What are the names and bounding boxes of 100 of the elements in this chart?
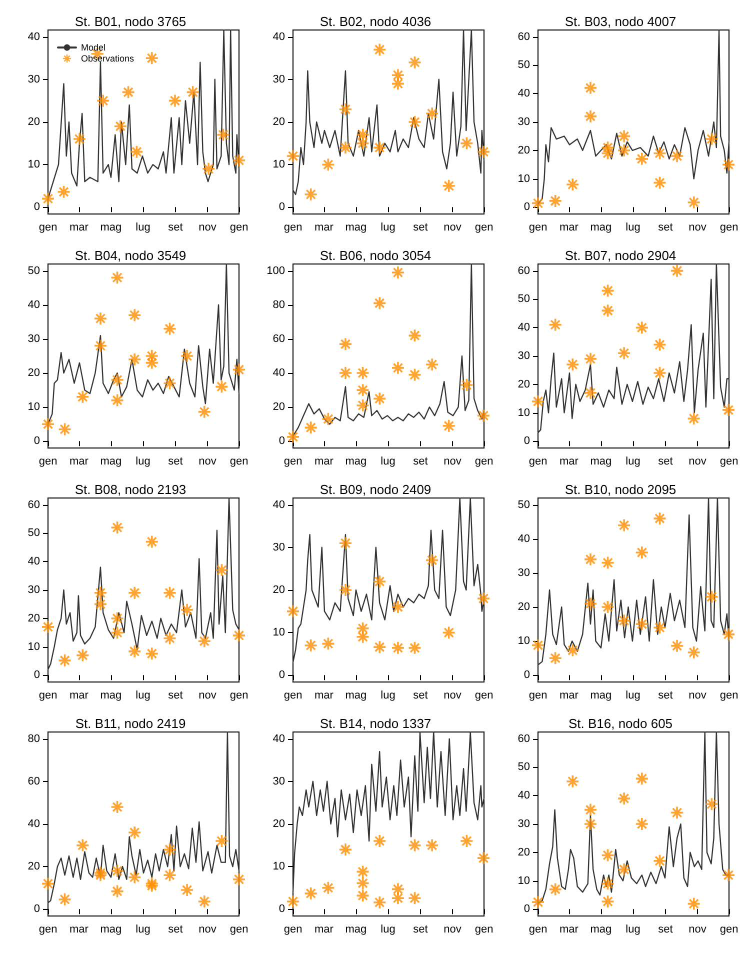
- y-tick-label: 10: [28, 640, 40, 653]
- y-tick-label: 40: [272, 732, 285, 745]
- y-tick-label: 40: [28, 556, 40, 568]
- x-tick-label: mag: [590, 924, 612, 936]
- x-tick-label: set: [413, 924, 428, 936]
- y-tick-label: 30: [28, 584, 40, 596]
- y-tick-label: 0: [34, 435, 40, 448]
- x-tick-label: nov: [198, 924, 217, 936]
- y-tick-label: 40: [518, 790, 530, 802]
- x-tick-label: gen: [720, 222, 738, 234]
- chart-title: St. B04, nodo 3549: [74, 248, 186, 263]
- x-tick-label: nov: [444, 456, 462, 468]
- y-tick-label: 20: [28, 116, 40, 128]
- y-tick-label: 80: [28, 732, 40, 745]
- y-tick-label: 40: [272, 367, 285, 380]
- x-tick-label: gen: [230, 456, 248, 468]
- x-tick-label: mar: [314, 690, 334, 702]
- x-tick-label: set: [413, 690, 428, 702]
- x-tick-label: gen: [720, 690, 738, 702]
- x-tick-label: lug: [136, 690, 150, 702]
- y-tick-label: 20: [28, 367, 40, 380]
- y-tick-label: 30: [272, 541, 285, 554]
- y-tick-label: 50: [28, 527, 40, 540]
- x-tick-label: gen: [474, 924, 494, 936]
- x-tick-label: nov: [444, 690, 462, 702]
- x-tick-label: mag: [590, 690, 612, 702]
- y-tick-label: 30: [518, 566, 530, 579]
- y-tick-label: 30: [518, 116, 530, 128]
- y-tick-label: 20: [272, 818, 285, 830]
- y-tick-label: 40: [272, 498, 285, 511]
- x-tick-label: lug: [380, 222, 396, 234]
- y-tick-label: 10: [518, 172, 530, 185]
- x-tick-label: mar: [314, 222, 334, 234]
- x-tick-label: nov: [198, 456, 217, 468]
- x-tick-label: mag: [345, 690, 367, 702]
- x-tick-label: gen: [284, 222, 302, 234]
- y-tick-label: 60: [272, 332, 285, 345]
- x-tick-label: gen: [528, 222, 548, 234]
- y-tick-label: 20: [518, 144, 530, 156]
- y-tick-label: 60: [518, 732, 530, 745]
- x-tick-label: lug: [626, 690, 640, 702]
- x-tick-label: mar: [69, 690, 89, 702]
- y-tick-label: 0: [524, 435, 530, 448]
- x-tick-label: mag: [100, 690, 122, 702]
- y-tick-label: 40: [518, 88, 530, 100]
- y-tick-label: 0: [524, 201, 530, 214]
- x-tick-label: mar: [559, 924, 579, 936]
- y-tick-label: 0: [524, 669, 530, 682]
- x-tick-label: gen: [528, 456, 548, 468]
- x-tick-label: set: [168, 924, 183, 936]
- y-tick-label: 20: [272, 584, 285, 596]
- chart-title: St. B10, nodo 2095: [564, 482, 676, 497]
- x-tick-label: gen: [230, 690, 248, 702]
- x-tick-label: set: [168, 222, 183, 234]
- legend-label: Observations: [81, 54, 135, 64]
- y-tick-label: 0: [278, 669, 285, 682]
- y-tick-label: 10: [518, 635, 530, 648]
- x-tick-label: mag: [590, 456, 612, 468]
- chart-title: St. B03, nodo 4007: [564, 14, 676, 29]
- x-tick-label: mar: [559, 690, 579, 702]
- y-tick-label: 20: [518, 378, 530, 390]
- x-tick-label: mar: [559, 222, 579, 234]
- x-tick-label: set: [413, 222, 428, 234]
- x-tick-label: set: [168, 690, 183, 702]
- x-tick-label: gen: [284, 456, 302, 468]
- y-tick-label: 10: [518, 406, 530, 419]
- x-tick-label: mar: [559, 456, 579, 468]
- x-tick-label: lug: [626, 924, 640, 936]
- y-tick-label: 30: [518, 350, 530, 362]
- chart-title: St. B11, nodo 2419: [75, 716, 186, 731]
- x-tick-label: mag: [345, 222, 367, 234]
- y-tick-label: 40: [28, 818, 40, 830]
- x-tick-label: mag: [590, 222, 612, 234]
- chart-title: St. B01, nodo 3765: [74, 14, 186, 29]
- x-tick-label: lug: [380, 690, 396, 702]
- y-tick-label: 0: [34, 201, 40, 214]
- x-tick-label: gen: [474, 222, 494, 234]
- x-tick-label: set: [658, 690, 673, 702]
- y-tick-label: 10: [272, 626, 285, 639]
- y-tick-label: 10: [518, 874, 530, 887]
- chart-title: St. B02, nodo 4036: [320, 14, 432, 29]
- x-tick-label: set: [168, 456, 183, 468]
- y-tick-label: 30: [518, 818, 530, 830]
- x-tick-label: set: [658, 222, 673, 234]
- y-tick-label: 0: [524, 903, 530, 916]
- x-tick-label: nov: [688, 222, 707, 234]
- x-tick-label: set: [658, 456, 673, 468]
- x-tick-label: gen: [528, 924, 548, 936]
- y-tick-label: 40: [518, 532, 530, 545]
- x-tick-label: lug: [626, 456, 640, 468]
- x-tick-label: lug: [380, 924, 396, 936]
- x-tick-label: nov: [198, 222, 217, 234]
- x-tick-label: mag: [100, 222, 122, 234]
- y-tick-label: 60: [518, 264, 530, 277]
- x-tick-label: mar: [69, 924, 89, 936]
- x-tick-label: gen: [720, 924, 738, 936]
- y-tick-label: 80: [272, 298, 285, 311]
- x-tick-label: nov: [688, 690, 707, 702]
- x-tick-label: mar: [69, 456, 89, 468]
- y-tick-label: 100: [266, 264, 285, 277]
